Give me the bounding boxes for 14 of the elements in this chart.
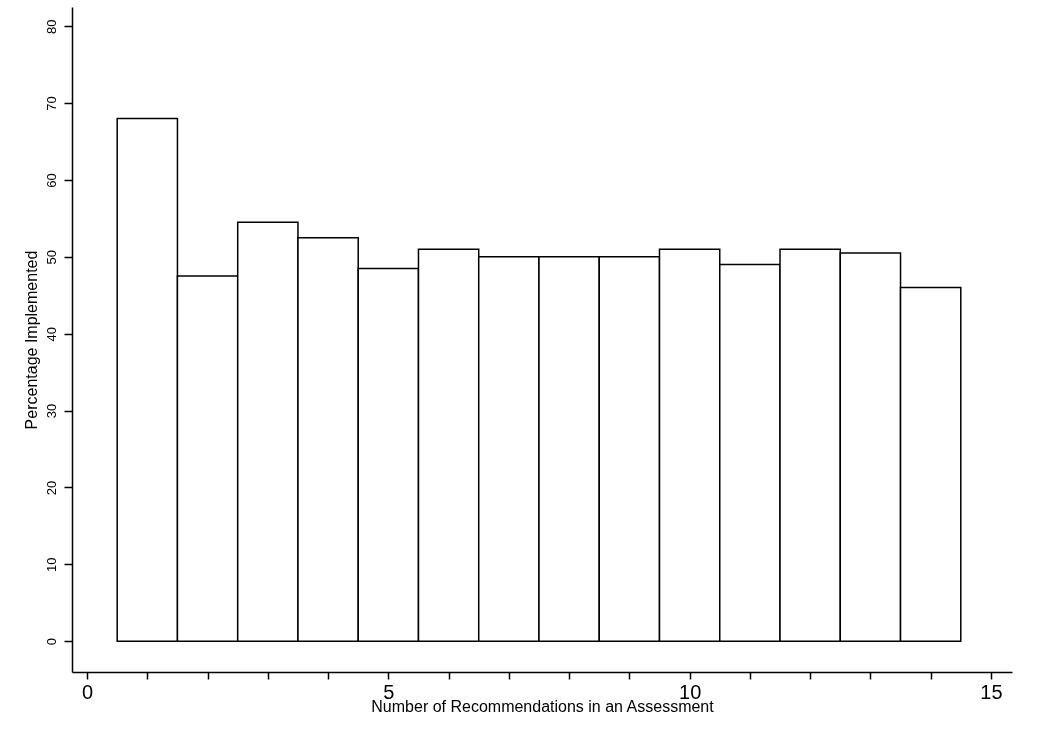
y-tick-label: 10: [43, 557, 59, 573]
y-tick-label: 50: [43, 250, 59, 265]
x-tick-label: 5: [383, 680, 395, 703]
y-tick-label: 40: [43, 327, 59, 342]
y-tick-label: 20: [43, 480, 59, 496]
x-tick-label: 15: [980, 680, 1003, 703]
y-tick-label: 30: [43, 403, 59, 419]
y-tick-label: 80: [43, 19, 59, 34]
x-tick-label: 0: [82, 680, 94, 703]
y-tick-label: 0: [43, 638, 59, 646]
y-tick-label: 60: [43, 173, 59, 188]
x-tick-label: 10: [679, 680, 702, 703]
y-axis-title: Percentage Implemented: [22, 250, 40, 430]
y-tick-label: 70: [43, 96, 59, 111]
